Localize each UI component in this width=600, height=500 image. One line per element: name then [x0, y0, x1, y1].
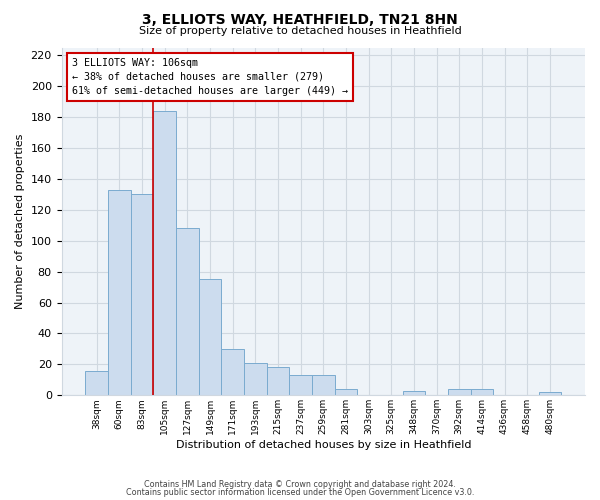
Bar: [403, 390, 425, 396]
Bar: [221, 349, 244, 396]
Bar: [108, 190, 131, 396]
Text: 3, ELLIOTS WAY, HEATHFIELD, TN21 8HN: 3, ELLIOTS WAY, HEATHFIELD, TN21 8HN: [142, 12, 458, 26]
Bar: [244, 363, 266, 396]
Bar: [312, 375, 335, 396]
Bar: [470, 389, 493, 396]
Bar: [448, 389, 470, 396]
Bar: [85, 370, 108, 396]
Bar: [266, 368, 289, 396]
Bar: [176, 228, 199, 396]
Text: 3 ELLIOTS WAY: 106sqm
← 38% of detached houses are smaller (279)
61% of semi-det: 3 ELLIOTS WAY: 106sqm ← 38% of detached …: [72, 58, 348, 96]
Bar: [335, 389, 357, 396]
Text: Contains HM Land Registry data © Crown copyright and database right 2024.: Contains HM Land Registry data © Crown c…: [144, 480, 456, 489]
Bar: [199, 280, 221, 396]
Bar: [154, 111, 176, 396]
Bar: [539, 392, 561, 396]
X-axis label: Distribution of detached houses by size in Heathfield: Distribution of detached houses by size …: [176, 440, 471, 450]
Y-axis label: Number of detached properties: Number of detached properties: [15, 134, 25, 309]
Text: Size of property relative to detached houses in Heathfield: Size of property relative to detached ho…: [139, 26, 461, 36]
Text: Contains public sector information licensed under the Open Government Licence v3: Contains public sector information licen…: [126, 488, 474, 497]
Bar: [131, 194, 154, 396]
Bar: [289, 375, 312, 396]
